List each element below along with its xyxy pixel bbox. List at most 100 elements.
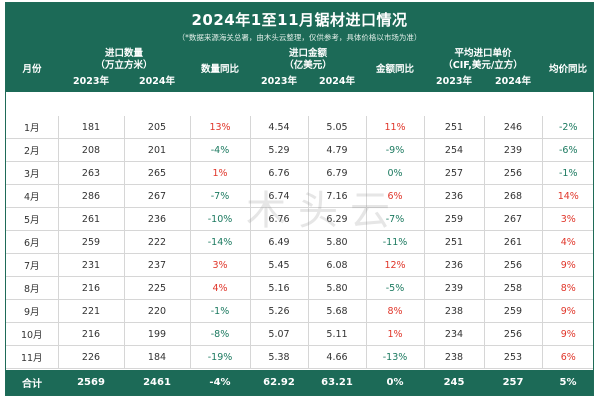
header-month: 月份 (22, 64, 42, 75)
cell-amt-2023: 4.54 (249, 116, 309, 139)
cell-price-yoy: 3% (541, 207, 593, 231)
cell-amt-2023: 5.38 (249, 345, 309, 369)
cell-month: 5月 (6, 207, 59, 231)
table-row: 7月 231 237 3% 5.45 6.08 12% 236 256 9% (6, 253, 593, 277)
header-price-2023: 2023年 (436, 76, 472, 87)
cell-price-2023: 238 (423, 345, 485, 369)
cell-price-2024: 258 (483, 276, 543, 300)
cell-price-yoy: 4% (541, 230, 593, 254)
table-row: 11月 226 184 -19% 5.38 4.66 -13% 238 253 6% (6, 345, 593, 369)
cell-vol-yoy: 1% (189, 161, 251, 185)
total-amt-2024: 63.21 (321, 377, 353, 388)
cell-amt-yoy: -11% (365, 230, 425, 254)
table-row: 5月 261 236 -10% 6.76 6.29 -7% 259 267 3% (6, 207, 593, 231)
cell-amt-2024: 5.80 (307, 276, 367, 300)
cell-amt-2023: 5.07 (249, 322, 309, 346)
cell-amt-yoy: 11% (365, 116, 425, 139)
table-row: 1月 181 205 13% 4.54 5.05 11% 251 246 -2% (6, 116, 593, 139)
cell-vol-yoy: -19% (189, 345, 251, 369)
table-row: 3月 263 265 1% 6.76 6.79 0% 257 256 -1% (6, 161, 593, 185)
cell-price-yoy: -2% (541, 116, 593, 139)
cell-price-2023: 259 (423, 207, 485, 231)
header-volume-2023: 2023年 (73, 76, 109, 87)
cell-price-2024: 256 (483, 253, 543, 277)
header-amount-label: 进口金额 （亿美元） (284, 48, 332, 71)
table-row: 9月 221 220 -1% 5.26 5.68 8% 238 259 9% (6, 299, 593, 323)
cell-vol-2023: 226 (57, 345, 125, 369)
cell-vol-2023: 181 (57, 116, 125, 139)
cell-amt-yoy: 1% (365, 322, 425, 346)
header-price: 平均进口单价 （CIF,美元/立方） (424, 48, 542, 72)
cell-vol-2024: 225 (123, 276, 191, 300)
cell-price-2024: 256 (483, 322, 543, 346)
cell-vol-2024: 222 (123, 230, 191, 254)
table-row: 2月 208 201 -4% 5.29 4.79 -9% 254 239 -6% (6, 138, 593, 162)
header-volume-2024: 2024年 (139, 76, 175, 87)
cell-vol-2023: 216 (57, 276, 125, 300)
header-price-yoy: 均价同比 (549, 64, 588, 75)
cell-price-2023: 234 (423, 322, 485, 346)
total-label: 合计 (22, 379, 42, 390)
header-price-label: 平均进口单价 （CIF,美元/立方） (443, 48, 523, 71)
cell-price-yoy: -6% (541, 138, 593, 162)
table-row: 6月 259 222 -14% 6.49 5.80 -11% 251 261 4% (6, 230, 593, 254)
cell-amt-2023: 5.29 (249, 138, 309, 162)
total-row: 合计 2569 2461 -4% 62.92 63.21 0% 245 257 … (6, 370, 593, 395)
cell-vol-2024: 184 (123, 345, 191, 369)
cell-price-yoy: 9% (541, 322, 593, 346)
cell-amt-2023: 5.16 (249, 276, 309, 300)
cell-month: 6月 (6, 230, 59, 254)
cell-vol-yoy: -1% (189, 299, 251, 323)
cell-price-2023: 238 (423, 299, 485, 323)
cell-amt-yoy: 0% (365, 161, 425, 185)
cell-price-2023: 239 (423, 276, 485, 300)
cell-price-yoy: 9% (541, 299, 593, 323)
total-price-yoy: 5% (559, 377, 577, 388)
cell-price-yoy: 14% (541, 184, 593, 208)
cell-vol-2023: 286 (57, 184, 125, 208)
cell-vol-yoy: 4% (189, 276, 251, 300)
header-volume-label: 进口数量 （万立方米） (95, 48, 153, 71)
cell-price-2023: 251 (423, 230, 485, 254)
cell-amt-2024: 4.79 (307, 138, 367, 162)
cell-price-2023: 236 (423, 253, 485, 277)
cell-vol-2023: 231 (57, 253, 125, 277)
cell-amt-yoy: 12% (365, 253, 425, 277)
cell-price-2023: 257 (423, 161, 485, 185)
cell-vol-yoy: -8% (189, 322, 251, 346)
cell-amt-2024: 6.29 (307, 207, 367, 231)
cell-vol-yoy: -4% (189, 138, 251, 162)
total-price-2023: 245 (443, 377, 465, 388)
header-amount-2024: 2024年 (319, 76, 355, 87)
cell-amt-2023: 5.45 (249, 253, 309, 277)
data-table: 1月 181 205 13% 4.54 5.05 11% 251 246 -2% 2月 208 201-… (6, 116, 593, 369)
total-amt-yoy: 0% (386, 377, 404, 388)
cell-amt-2024: 7.16 (307, 184, 367, 208)
cell-amt-2024: 5.80 (307, 230, 367, 254)
cell-month: 7月 (6, 253, 59, 277)
cell-amt-2023: 5.26 (249, 299, 309, 323)
cell-vol-yoy: -10% (189, 207, 251, 231)
cell-vol-yoy: -14% (189, 230, 251, 254)
table-row: 10月 216 199 -8% 5.07 5.11 1% 234 256 9% (6, 322, 593, 346)
cell-vol-2023: 216 (57, 322, 125, 346)
cell-vol-2024: 205 (123, 116, 191, 139)
cell-vol-2024: 199 (123, 322, 191, 346)
cell-amt-2023: 6.74 (249, 184, 309, 208)
total-price-2024: 257 (502, 377, 524, 388)
source-note: （*数据来源海关总署，由木头云整理，仅供参考，具体价格以市场为准） (177, 33, 422, 42)
cell-month: 10月 (6, 322, 59, 346)
cell-vol-2024: 267 (123, 184, 191, 208)
header-volume: 进口数量 （万立方米） (58, 48, 190, 72)
cell-price-2024: 267 (483, 207, 543, 231)
cell-price-2024: 246 (483, 116, 543, 139)
total-amt-2023: 62.92 (263, 377, 295, 388)
cell-price-yoy: -1% (541, 161, 593, 185)
cell-price-2023: 254 (423, 138, 485, 162)
import-table-card: 2024年1至11月锯材进口情况 （*数据来源海关总署，由木头云整理，仅供参考，… (5, 2, 594, 396)
cell-amt-yoy: -9% (365, 138, 425, 162)
cell-month: 3月 (6, 161, 59, 185)
total-vol-2023: 2569 (77, 377, 105, 388)
cell-vol-2023: 261 (57, 207, 125, 231)
cell-amt-yoy: 6% (365, 184, 425, 208)
